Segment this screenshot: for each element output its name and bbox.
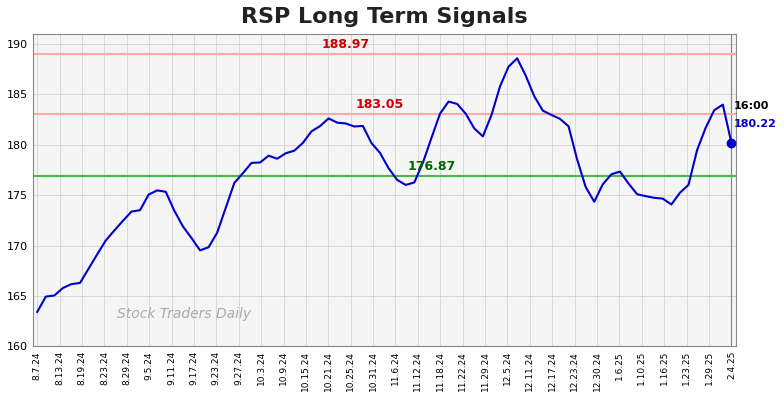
Text: Stock Traders Daily: Stock Traders Daily [118, 307, 252, 321]
Text: 176.87: 176.87 [408, 160, 456, 173]
Text: 180.22: 180.22 [734, 119, 777, 129]
Text: 183.05: 183.05 [356, 98, 404, 111]
Title: RSP Long Term Signals: RSP Long Term Signals [241, 7, 528, 27]
Text: 188.97: 188.97 [321, 39, 370, 51]
Text: 16:00: 16:00 [734, 101, 769, 111]
